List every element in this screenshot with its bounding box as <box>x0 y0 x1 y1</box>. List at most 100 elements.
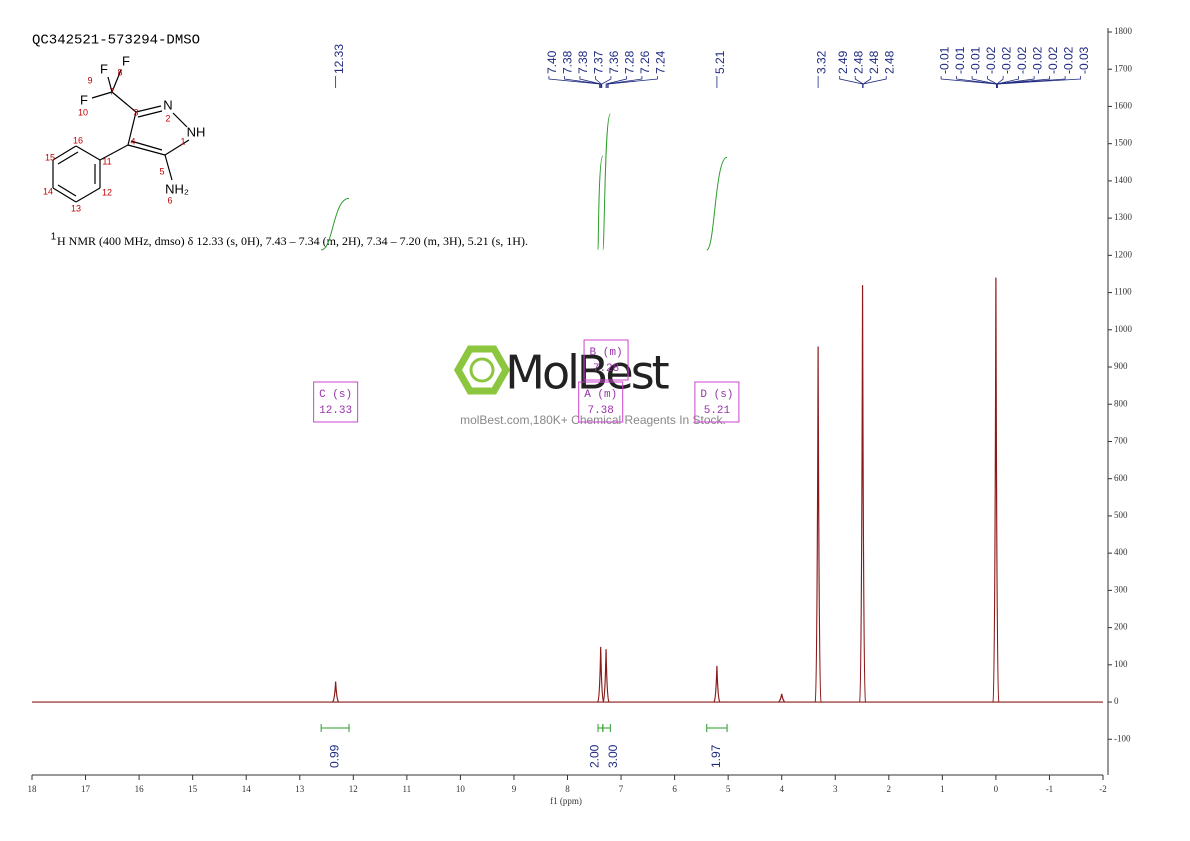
y-tick-label: 1800 <box>1114 26 1133 36</box>
atom-number: 16 <box>73 135 83 145</box>
atom-number: 6 <box>167 195 172 205</box>
multiplet-name: A (m) <box>584 389 617 401</box>
peak <box>992 277 1000 703</box>
x-tick-label: 7 <box>619 784 624 794</box>
peak-label: 7.37 <box>592 50 606 74</box>
peak-label: -0.02 <box>984 46 998 74</box>
atom-number: 10 <box>78 107 88 117</box>
peak-label: 5.21 <box>713 50 727 74</box>
molecule-bonds <box>52 69 190 203</box>
y-tick-label: 700 <box>1114 436 1128 446</box>
peak-leader <box>579 76 602 88</box>
y-tick-label: 800 <box>1114 398 1128 408</box>
peak <box>778 693 786 703</box>
x-tick-label: 9 <box>512 784 517 794</box>
multiplet-shift: 7.38 <box>587 405 613 417</box>
peak-label: 7.40 <box>545 50 559 74</box>
atom-label: NH <box>187 124 206 139</box>
multiplet-shift: 5.21 <box>704 405 731 417</box>
peak-label: 7.24 <box>654 50 668 74</box>
atom-number: 12 <box>102 187 112 197</box>
peak-leader <box>548 76 601 88</box>
atom-number: 8 <box>117 67 122 77</box>
integral-curve <box>597 155 604 251</box>
peak <box>332 681 340 703</box>
y-tick-label: 400 <box>1114 547 1128 557</box>
nmr-description: H NMR (400 MHz, dmso) δ 12.33 (s, 0H), 7… <box>57 234 528 248</box>
watermark-brand: MolBest <box>505 346 668 400</box>
peak-label: 7.28 <box>623 50 637 74</box>
y-tick-label: 0 <box>1114 696 1119 706</box>
x-tick-label: 13 <box>295 784 305 794</box>
y-tick-label: 300 <box>1114 584 1128 594</box>
y-tick-label: 1100 <box>1114 287 1132 297</box>
atom-number: 9 <box>87 75 92 85</box>
peak <box>713 665 721 703</box>
peak-label: 7.36 <box>607 50 621 74</box>
y-tick-label: 500 <box>1114 510 1128 520</box>
atom-number: 13 <box>71 203 81 213</box>
peak-label: 7.26 <box>638 50 652 74</box>
y-tick-label: 1000 <box>1114 324 1133 334</box>
peak-label: -0.02 <box>999 46 1013 74</box>
peak-leader <box>595 76 602 88</box>
integral-bracket <box>602 724 611 732</box>
atom-number: 1 <box>180 136 185 146</box>
peak-label: -0.02 <box>1015 46 1029 74</box>
peak-leader <box>997 76 1082 88</box>
x-tick-label: -1 <box>1046 784 1054 794</box>
peak-label: -0.02 <box>1061 46 1075 74</box>
x-tick-label: 16 <box>135 784 145 794</box>
atom-number: 3 <box>133 107 138 117</box>
atom-number: 14 <box>43 186 53 196</box>
peak-label: -0.02 <box>1046 46 1060 74</box>
y-tick-label: 100 <box>1114 659 1128 669</box>
multiplet-box <box>313 381 359 423</box>
peak-leader <box>971 76 997 88</box>
y-tick-label: 1300 <box>1114 212 1133 222</box>
multiplet-box <box>694 381 740 423</box>
y-tick-label: 600 <box>1114 473 1128 483</box>
peak-label: 3.32 <box>814 50 828 74</box>
y-tick-label: 1600 <box>1114 101 1133 111</box>
peak-label: -0.01 <box>953 46 967 74</box>
x-tick-label: 14 <box>242 784 252 794</box>
peak-label: -0.01 <box>937 46 951 74</box>
multiplet-name: B (m) <box>590 347 623 359</box>
atom-number: 4 <box>130 136 135 146</box>
peak-label: -0.02 <box>1030 46 1044 74</box>
peak-label: 12.33 <box>332 44 346 74</box>
peak <box>858 285 867 703</box>
peak-label: 2.48 <box>851 50 865 74</box>
peak-label: 2.48 <box>867 50 881 74</box>
peak-leader <box>605 76 627 88</box>
y-tick-label: 900 <box>1114 361 1128 371</box>
x-tick-label: 11 <box>403 784 412 794</box>
integral-label: 0.99 <box>327 744 341 768</box>
y-tick-label: 1500 <box>1114 138 1133 148</box>
peak-label: 2.48 <box>882 50 896 74</box>
nmr-description-sup: 1 <box>51 231 56 242</box>
x-tick-label: -2 <box>1099 784 1107 794</box>
peak-leader <box>862 76 887 88</box>
chart-title: QC342521-573294-DMSO <box>32 33 200 49</box>
x-tick-label: 17 <box>81 784 91 794</box>
x-tick-label: 5 <box>726 784 731 794</box>
peak-label: 7.38 <box>576 50 590 74</box>
atom-number: 2 <box>165 113 170 123</box>
x-tick-label: 18 <box>28 784 38 794</box>
multiplet-name: C (s) <box>319 389 352 401</box>
atom-number: 7 <box>109 86 114 96</box>
peak-leader <box>601 76 612 88</box>
atom-number: 11 <box>102 156 111 166</box>
multiplet-name: D (s) <box>700 389 733 401</box>
x-tick-label: 1 <box>940 784 945 794</box>
multiplet-box <box>578 381 624 423</box>
integral-curve <box>320 197 350 251</box>
x-tick-label: 2 <box>887 784 892 794</box>
integral-label: 1.97 <box>709 744 723 768</box>
peak-label: 2.49 <box>836 50 850 74</box>
multiplet-box <box>583 339 629 381</box>
